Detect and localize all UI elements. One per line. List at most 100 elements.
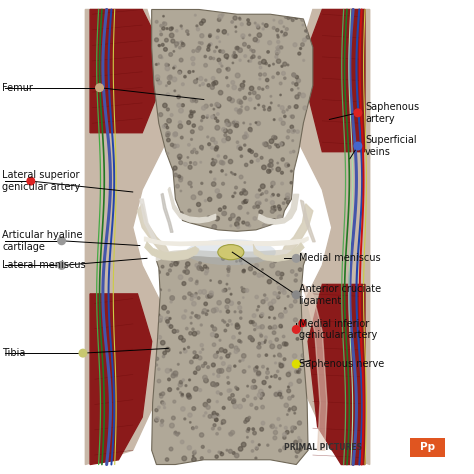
Circle shape	[254, 367, 258, 371]
Circle shape	[163, 125, 166, 128]
Circle shape	[283, 433, 286, 437]
Circle shape	[179, 213, 181, 215]
Circle shape	[238, 339, 241, 342]
Circle shape	[175, 46, 176, 47]
Polygon shape	[258, 194, 299, 224]
Circle shape	[170, 264, 173, 267]
Circle shape	[219, 91, 223, 95]
Circle shape	[156, 78, 159, 81]
Circle shape	[189, 114, 193, 118]
Circle shape	[175, 374, 177, 377]
Circle shape	[304, 127, 306, 129]
Circle shape	[207, 48, 210, 51]
Circle shape	[287, 15, 289, 16]
Circle shape	[213, 424, 216, 427]
Circle shape	[187, 33, 189, 35]
Circle shape	[270, 425, 272, 427]
Circle shape	[161, 44, 164, 46]
Circle shape	[177, 154, 182, 159]
Circle shape	[239, 259, 242, 262]
Circle shape	[293, 130, 295, 132]
Circle shape	[236, 388, 239, 390]
Circle shape	[190, 421, 191, 423]
Circle shape	[297, 257, 300, 260]
Circle shape	[226, 67, 230, 71]
Circle shape	[215, 102, 219, 107]
Circle shape	[161, 204, 163, 206]
Circle shape	[281, 65, 283, 67]
Circle shape	[161, 401, 164, 404]
Circle shape	[295, 448, 300, 453]
Circle shape	[182, 456, 187, 461]
Circle shape	[296, 273, 298, 275]
Circle shape	[277, 418, 280, 420]
Circle shape	[182, 338, 185, 342]
Circle shape	[190, 298, 193, 301]
Text: Femur: Femur	[2, 82, 33, 93]
Circle shape	[291, 430, 293, 433]
Circle shape	[255, 95, 260, 99]
Circle shape	[178, 72, 181, 74]
Circle shape	[255, 201, 260, 206]
Circle shape	[165, 66, 170, 71]
Circle shape	[304, 13, 308, 18]
Circle shape	[183, 270, 186, 273]
Circle shape	[158, 81, 162, 85]
Circle shape	[276, 53, 278, 55]
Circle shape	[199, 351, 201, 354]
Circle shape	[161, 57, 163, 59]
Circle shape	[158, 63, 159, 64]
Circle shape	[245, 134, 248, 138]
Circle shape	[354, 142, 362, 150]
Circle shape	[294, 370, 298, 374]
Circle shape	[193, 162, 197, 165]
Circle shape	[283, 202, 285, 204]
Circle shape	[238, 404, 242, 409]
Circle shape	[293, 427, 296, 429]
Circle shape	[295, 273, 297, 276]
Text: Lateral superior
genicular artery: Lateral superior genicular artery	[2, 170, 81, 192]
Circle shape	[166, 152, 169, 155]
Circle shape	[197, 202, 201, 207]
Circle shape	[291, 170, 292, 172]
Circle shape	[199, 126, 203, 130]
Circle shape	[228, 268, 230, 270]
Polygon shape	[301, 200, 315, 242]
Circle shape	[209, 294, 212, 298]
Circle shape	[192, 428, 194, 430]
Circle shape	[215, 418, 218, 421]
Circle shape	[191, 138, 192, 140]
Circle shape	[232, 54, 237, 58]
Circle shape	[214, 147, 218, 151]
Circle shape	[207, 399, 210, 402]
Circle shape	[285, 430, 289, 434]
Circle shape	[255, 264, 258, 268]
Circle shape	[155, 292, 160, 297]
Circle shape	[268, 41, 272, 45]
Circle shape	[194, 14, 196, 16]
Circle shape	[230, 172, 232, 173]
Circle shape	[222, 289, 225, 292]
Circle shape	[208, 143, 210, 146]
Circle shape	[260, 184, 265, 189]
Circle shape	[237, 99, 242, 104]
Circle shape	[208, 415, 212, 418]
Circle shape	[287, 414, 288, 415]
Circle shape	[292, 360, 300, 368]
Circle shape	[270, 102, 272, 104]
Circle shape	[298, 439, 301, 443]
Circle shape	[257, 392, 262, 397]
Circle shape	[155, 38, 158, 42]
Circle shape	[233, 404, 237, 409]
Circle shape	[256, 371, 261, 375]
Circle shape	[267, 280, 272, 284]
Circle shape	[281, 31, 283, 33]
Circle shape	[161, 340, 165, 345]
Polygon shape	[145, 242, 199, 261]
Circle shape	[271, 195, 272, 197]
Polygon shape	[294, 9, 370, 465]
Circle shape	[202, 311, 204, 314]
Circle shape	[217, 58, 220, 62]
Circle shape	[283, 26, 284, 27]
Circle shape	[252, 314, 256, 318]
